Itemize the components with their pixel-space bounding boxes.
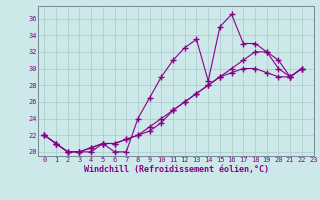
X-axis label: Windchill (Refroidissement éolien,°C): Windchill (Refroidissement éolien,°C) xyxy=(84,165,268,174)
